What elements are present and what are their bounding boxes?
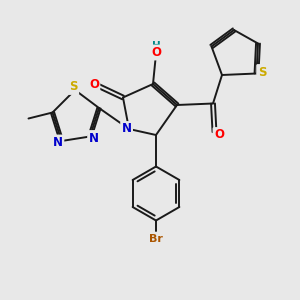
Text: N: N	[88, 131, 99, 145]
Text: H: H	[152, 40, 161, 51]
Text: O: O	[151, 46, 161, 59]
Text: O: O	[214, 128, 224, 142]
Text: S: S	[258, 65, 266, 79]
Text: N: N	[53, 136, 63, 149]
Text: N: N	[122, 122, 132, 136]
Text: Br: Br	[149, 233, 163, 244]
Text: S: S	[69, 80, 78, 94]
Text: O: O	[89, 77, 99, 91]
